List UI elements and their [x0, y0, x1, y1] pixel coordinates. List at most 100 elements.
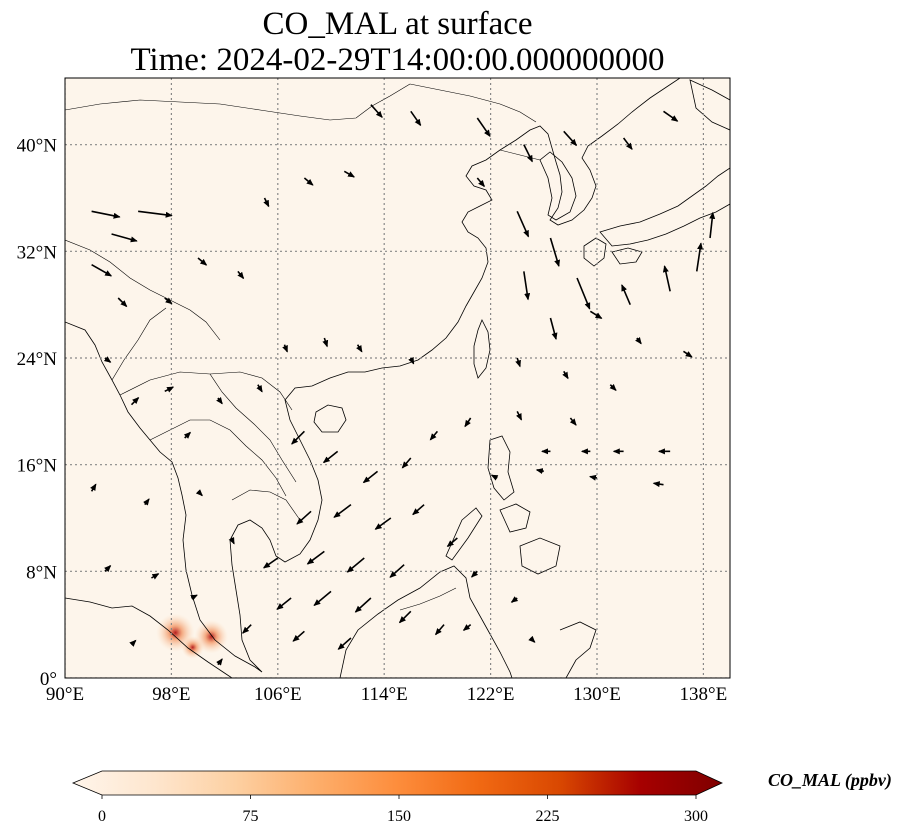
colorbar-tick-label: 225: [536, 808, 560, 825]
wind-arrow: [117, 297, 128, 308]
lat-tick-label: 32°N: [17, 242, 58, 263]
wind-arrow: [589, 474, 598, 481]
wind-arrow: [446, 537, 458, 548]
wind-arrow: [434, 624, 445, 636]
wind-arrow: [510, 596, 519, 603]
wind-arrow: [90, 483, 97, 492]
lat-tick-label: 40°N: [17, 136, 58, 157]
colorbar-body: [71, 770, 723, 796]
wind-arrow: [354, 597, 372, 613]
longitude-axis: 90°E 98°E 106°E 114°E 122°E 130°E 138°E: [46, 684, 727, 705]
sumatra-island: [65, 597, 233, 678]
wind-arrow: [356, 344, 363, 353]
map-background: [65, 78, 730, 678]
wind-arrow: [91, 210, 121, 219]
wind-arrow: [398, 610, 412, 624]
lon-tick-label: 114°E: [361, 684, 408, 705]
wind-arrow: [197, 257, 208, 266]
wind-arrow: [635, 336, 642, 345]
wind-arrow: [621, 284, 631, 305]
wind-arrow: [408, 356, 415, 365]
wind-arrow: [343, 170, 355, 178]
wind-arrow: [412, 504, 425, 516]
wind-arrow: [296, 510, 312, 525]
colorbar-ticks: 0 75 150 225 300: [98, 795, 708, 825]
palawan-island: [445, 507, 483, 561]
lat-tick-label: 16°N: [17, 456, 58, 477]
wind-arrow: [228, 536, 235, 545]
wind-arrow: [663, 110, 679, 122]
wind-arrow: [410, 110, 422, 127]
wind-arrow: [523, 271, 531, 301]
wind-arrow: [362, 470, 379, 484]
wind-arrow: [576, 277, 591, 310]
wind-arrow: [262, 557, 279, 569]
border-china-west: [65, 239, 221, 341]
wind-arrow: [256, 384, 263, 393]
wind-arrow: [104, 565, 112, 573]
wind-vector-field: [90, 104, 716, 666]
japan-kyushu: [583, 237, 607, 267]
colorbar-tick-label: 150: [387, 808, 411, 825]
wind-arrow: [389, 564, 405, 578]
wind-arrow: [652, 481, 664, 488]
wind-arrow: [292, 630, 305, 642]
wind-arrow: [237, 270, 245, 280]
borneo-island: [339, 565, 513, 678]
wind-arrow: [464, 417, 472, 428]
wind-arrow: [516, 211, 530, 238]
wind-arrow: [562, 370, 569, 380]
wind-arrow: [563, 130, 578, 147]
wind-arrow: [476, 177, 485, 188]
wind-arrow: [470, 570, 479, 578]
wind-arrow: [291, 430, 305, 445]
korea-peninsula: [539, 151, 577, 221]
borders: [65, 83, 541, 611]
wind-arrow: [535, 468, 544, 475]
border-myanmar-thailand: [149, 419, 287, 497]
wind-arrow: [313, 590, 332, 606]
philippines-visayas: [499, 503, 531, 533]
wind-arrow: [337, 637, 352, 650]
wind-arrow: [516, 410, 523, 421]
wind-arrow: [322, 450, 339, 464]
border-korea: [499, 149, 541, 161]
border-india-myanmar: [111, 307, 167, 381]
wind-arrow: [569, 417, 577, 426]
wind-arrow: [306, 550, 325, 565]
wind-arrow: [142, 498, 150, 506]
border-mongolia: [65, 83, 411, 121]
wind-arrow: [103, 356, 112, 363]
border-thailand-cambodia: [231, 489, 301, 521]
border-russia-china: [409, 83, 537, 123]
wind-arrow: [195, 489, 203, 497]
wind-arrow: [695, 242, 704, 272]
coastlines: [65, 78, 730, 678]
philippines-mindanao: [519, 537, 561, 575]
lon-tick-label: 106°E: [254, 684, 302, 705]
wind-arrow: [216, 397, 223, 405]
colorbar-tick-label: 300: [684, 808, 708, 825]
japan-hokkaido: [689, 79, 730, 131]
wind-arrow: [401, 457, 412, 469]
wind-arrow: [346, 557, 365, 573]
wind-arrow: [515, 357, 521, 368]
co-hotspot: [181, 635, 205, 659]
wind-arrow: [609, 383, 617, 391]
border-malaysia-borneo: [399, 587, 457, 611]
wind-arrow: [370, 104, 383, 119]
wind-arrow: [111, 233, 138, 243]
taiwan-island: [473, 319, 491, 379]
wind-arrow: [333, 504, 352, 518]
wind-arrow: [429, 430, 439, 441]
wind-arrow: [164, 386, 175, 393]
border-laos-vietnam: [209, 373, 297, 483]
wind-arrow: [190, 594, 198, 601]
wind-arrow: [242, 624, 252, 634]
border-china-south: [119, 371, 293, 411]
wind-arrow: [683, 350, 693, 358]
lon-tick-label: 98°E: [152, 684, 190, 705]
wind-arrow: [216, 658, 223, 666]
japan-honshu: [599, 167, 730, 247]
